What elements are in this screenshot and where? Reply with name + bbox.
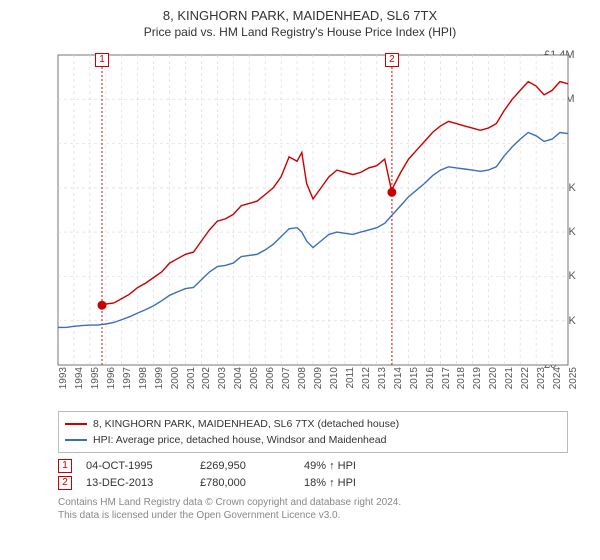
chart-title: 8, KINGHORN PARK, MAIDENHEAD, SL6 7TX [12,8,588,23]
x-tick-label: 2022 [520,367,531,389]
chart-subtitle: Price paid vs. HM Land Registry's House … [12,25,588,39]
x-tick-label: 1998 [138,367,149,389]
legend-label: 8, KINGHORN PARK, MAIDENHEAD, SL6 7TX (d… [93,418,399,430]
transaction-price: £780,000 [200,477,290,489]
chart-svg [12,45,588,405]
legend-item: HPI: Average price, detached house, Wind… [65,432,561,448]
footer-line: This data is licensed under the Open Gov… [58,509,588,522]
x-tick-label: 2014 [393,367,404,389]
transaction-row: 2 13-DEC-2013 £780,000 18% ↑ HPI [58,476,588,490]
x-tick-label: 2017 [441,367,452,389]
x-tick-label: 2016 [425,367,436,389]
x-tick-label: 2006 [265,367,276,389]
x-tick-label: 1995 [90,367,101,389]
x-tick-label: 2020 [488,367,499,389]
x-tick-label: 2010 [329,367,340,389]
x-tick-label: 1997 [122,367,133,389]
x-tick-label: 2008 [297,367,308,389]
legend-item: 8, KINGHORN PARK, MAIDENHEAD, SL6 7TX (d… [65,416,561,432]
x-tick-label: 2021 [504,367,515,389]
transaction-marker-box: 1 [95,53,109,67]
x-tick-label: 2009 [313,367,324,389]
x-tick-label: 2013 [377,367,388,389]
x-tick-label: 2005 [249,367,260,389]
transaction-index-box: 2 [58,476,72,490]
footer-line: Contains HM Land Registry data © Crown c… [58,496,588,509]
x-tick-label: 2023 [536,367,547,389]
x-tick-label: 2007 [281,367,292,389]
transaction-date: 13-DEC-2013 [86,477,186,489]
x-tick-label: 2000 [170,367,181,389]
footer: Contains HM Land Registry data © Crown c… [58,496,588,522]
legend: 8, KINGHORN PARK, MAIDENHEAD, SL6 7TX (d… [58,411,568,453]
x-tick-label: 2002 [201,367,212,389]
x-tick-label: 1996 [106,367,117,389]
x-tick-label: 2003 [217,367,228,389]
transaction-date: 04-OCT-1995 [86,460,186,472]
legend-swatch [65,439,87,441]
x-tick-label: 2018 [456,367,467,389]
x-tick-label: 2004 [233,367,244,389]
x-tick-label: 2025 [568,367,579,389]
legend-label: HPI: Average price, detached house, Wind… [93,434,386,446]
transaction-row: 1 04-OCT-1995 £269,950 49% ↑ HPI [58,459,588,473]
transaction-marker-box: 2 [385,53,399,67]
x-tick-label: 1993 [58,367,69,389]
transaction-index-box: 1 [58,459,72,473]
x-tick-label: 2012 [361,367,372,389]
x-tick-label: 2001 [186,367,197,389]
transaction-price: £269,950 [200,460,290,472]
legend-swatch [65,423,87,425]
transaction-rel: 18% ↑ HPI [304,477,384,489]
x-tick-label: 2011 [345,367,356,389]
x-tick-label: 2024 [552,367,563,389]
x-tick-label: 1999 [154,367,165,389]
chart-container: £0£200K£400K£600K£800K£1M£1.2M£1.4M 1993… [12,45,588,405]
x-tick-label: 1994 [74,367,85,389]
x-tick-label: 2015 [409,367,420,389]
x-tick-label: 2019 [472,367,483,389]
transaction-rows: 1 04-OCT-1995 £269,950 49% ↑ HPI 2 13-DEC-201… [12,459,588,490]
transaction-rel: 49% ↑ HPI [304,460,384,472]
